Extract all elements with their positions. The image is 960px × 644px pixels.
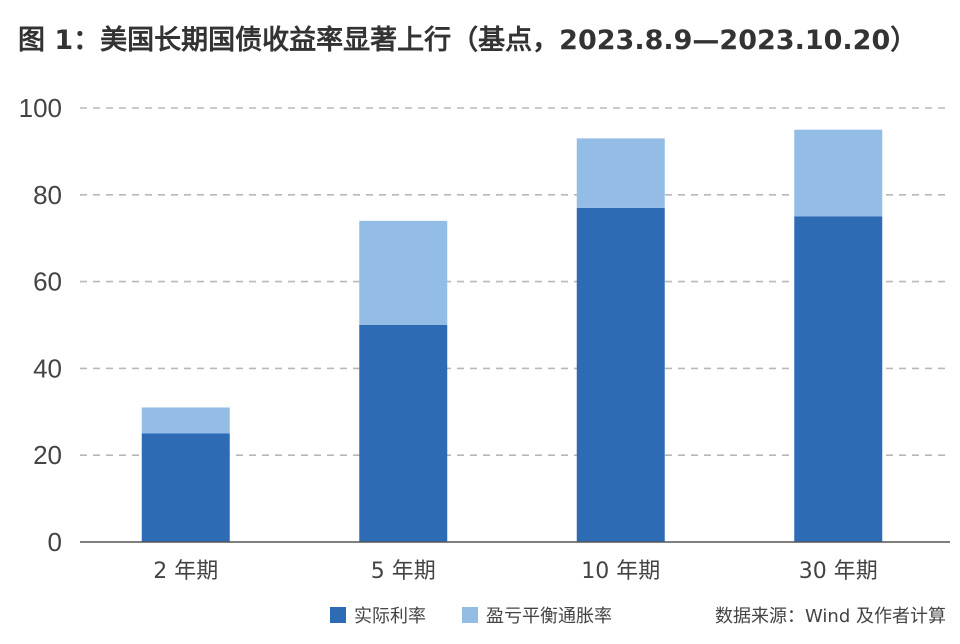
bars (141, 129, 883, 542)
bar-segment-real-rate (576, 207, 665, 542)
y-tick-label: 20 (33, 440, 62, 470)
legend: 实际利率 盈亏平衡通胀率 (330, 602, 648, 628)
bar-segment-real-rate (794, 216, 883, 542)
bar-segment-real-rate (359, 325, 448, 542)
bar-segment-breakeven (141, 407, 230, 434)
x-tick-label: 30 年期 (799, 559, 878, 584)
y-tick-label: 60 (33, 267, 62, 297)
data-source: 数据来源：Wind 及作者计算 (715, 606, 946, 627)
legend-item-breakeven: 盈亏平衡通胀率 (462, 602, 612, 628)
x-tick-label: 10 年期 (581, 559, 660, 584)
bar-segment-breakeven (359, 220, 448, 325)
y-tick-label: 40 (33, 353, 62, 383)
legend-item-real-rate: 实际利率 (330, 602, 426, 628)
legend-label-real-rate: 实际利率 (354, 606, 426, 627)
x-tick-label: 2 年期 (153, 559, 218, 584)
legend-swatch-breakeven (462, 607, 478, 623)
y-tick-label: 80 (33, 180, 62, 210)
x-tick-label: 5 年期 (371, 559, 436, 584)
legend-swatch-real-rate (330, 607, 346, 623)
bar-segment-breakeven (576, 138, 665, 208)
y-axis-ticks: 0 20 40 60 80 100 (19, 93, 62, 557)
bar-segment-breakeven (794, 129, 883, 217)
chart-title: 图 1：美国长期国债收益率显著上行（基点，2023.8.9—2023.10.20… (18, 25, 918, 56)
legend-label-breakeven: 盈亏平衡通胀率 (486, 606, 612, 627)
x-axis-ticks: 2 年期 5 年期 10 年期 30 年期 (153, 559, 878, 584)
y-tick-label: 0 (48, 527, 62, 557)
y-tick-label: 100 (19, 93, 62, 123)
bar-segment-real-rate (141, 433, 230, 542)
